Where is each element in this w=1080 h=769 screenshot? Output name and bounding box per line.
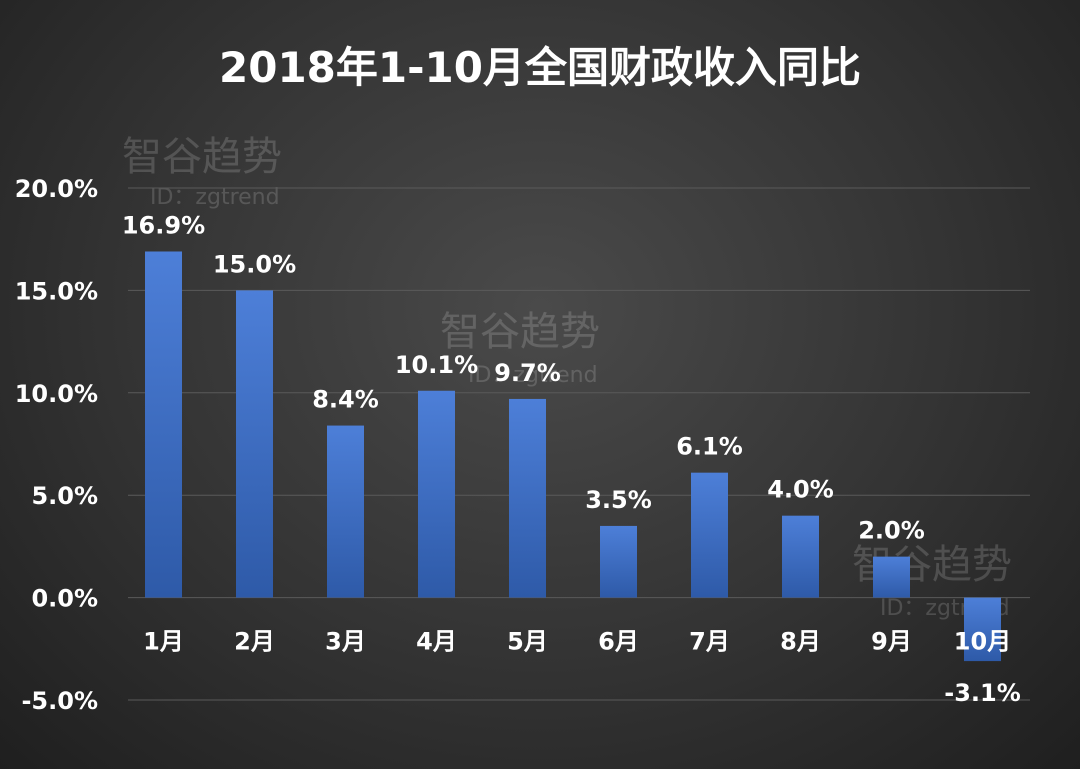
chart-title: 2018年1-10月全国财政收入同比 [219,43,861,92]
category-label: 6月 [598,628,639,656]
y-tick-label: 5.0% [31,482,98,510]
data-label: 3.5% [585,486,652,514]
data-label: -3.1% [944,679,1021,707]
bars [145,251,1001,662]
bar [236,290,273,598]
y-tick-label: -5.0% [21,687,98,715]
x-axis: 1月 2月 3月 4月 5月 6月 7月 8月 9月 10月 [143,628,1011,656]
bar [418,390,455,598]
bar [873,556,910,598]
bar [145,251,182,598]
bar [327,425,364,598]
y-axis: 20.0% 15.0% 10.0% 5.0% 0.0% -5.0% [15,175,98,715]
bar [964,597,1001,662]
category-label: 7月 [689,628,730,656]
y-tick-label: 20.0% [15,175,98,203]
watermark-1: 智谷趋势 ID：zgtrend [122,134,282,210]
category-label: 9月 [871,628,912,656]
data-label: 9.7% [494,359,561,387]
data-label: 4.0% [767,476,834,504]
bar [600,525,637,598]
watermark-main: 智谷趋势 [122,134,282,180]
category-label: 2月 [234,628,275,656]
watermark-main: 智谷趋势 [440,309,600,355]
watermark-sub: ID：zgtrend [150,185,280,210]
data-label: 10.1% [395,351,478,379]
category-label: 4月 [416,628,457,656]
y-tick-label: 0.0% [31,585,98,613]
data-label: 6.1% [676,433,743,461]
data-labels: 16.9% 15.0% 8.4% 10.1% 9.7% 3.5% 6.1% 4.0% 2.0% -… [122,211,1021,707]
bar [691,472,728,598]
category-label: 5月 [507,628,548,656]
category-label: 8月 [780,628,821,656]
category-label: 10月 [954,628,1011,656]
data-label: 8.4% [312,386,379,414]
y-tick-label: 10.0% [15,380,98,408]
data-label: 2.0% [858,517,925,545]
data-label: 15.0% [213,250,296,278]
category-label: 1月 [143,628,184,656]
category-label: 3月 [325,628,366,656]
watermark-sub: ID：zgtrend [468,363,598,388]
watermark-2: 智谷趋势 ID：zgtrend [440,309,600,388]
bar [782,515,819,598]
data-label: 16.9% [122,211,205,239]
y-tick-label: 15.0% [15,277,98,305]
bar [509,398,546,598]
grid-lines [128,187,1030,701]
